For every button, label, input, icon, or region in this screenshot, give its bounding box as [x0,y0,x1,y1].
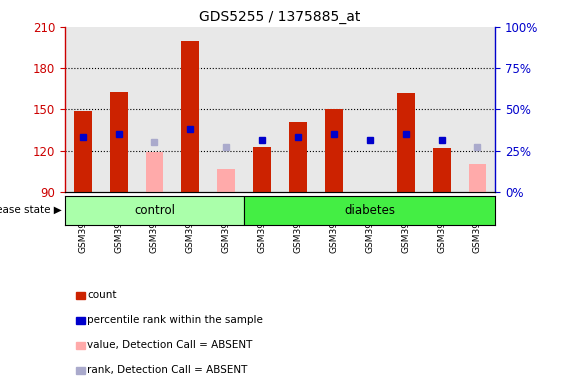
Bar [101,27,137,192]
Text: value, Detection Call = ABSENT: value, Detection Call = ABSENT [87,340,253,350]
Text: diabetes: diabetes [345,204,395,217]
Bar [145,152,163,192]
Bar [74,111,92,192]
Bar [325,109,343,192]
Text: count: count [87,290,117,300]
Bar [280,27,316,192]
Bar [432,148,450,192]
Bar [424,27,459,192]
Bar [244,27,280,192]
Bar [253,147,271,192]
Bar [244,196,495,225]
Bar [181,41,199,192]
Bar [468,164,486,192]
Text: control: control [134,204,175,217]
Bar [459,27,495,192]
Bar [316,27,352,192]
Bar [65,27,101,192]
Bar [352,27,388,192]
Bar [137,27,172,192]
Text: percentile rank within the sample: percentile rank within the sample [87,315,263,325]
Title: GDS5255 / 1375885_at: GDS5255 / 1375885_at [199,10,361,25]
Bar [65,196,244,225]
Bar [172,27,208,192]
Bar [110,91,128,192]
Bar [208,27,244,192]
Bar [397,93,415,192]
Text: disease state ▶: disease state ▶ [0,205,62,215]
Bar [388,27,424,192]
Text: rank, Detection Call = ABSENT: rank, Detection Call = ABSENT [87,365,248,375]
Bar [289,122,307,192]
Bar [217,169,235,192]
